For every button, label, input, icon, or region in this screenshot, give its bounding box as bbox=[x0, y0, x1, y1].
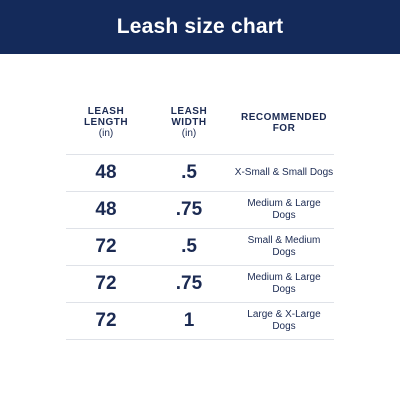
length-cell: 72 bbox=[95, 310, 117, 331]
header-banner: Leash size chart bbox=[0, 0, 400, 54]
table-row: 72 1 Large & X-Large Dogs bbox=[66, 302, 334, 340]
recommended-cell: Large & X-Large Dogs bbox=[247, 309, 321, 332]
recommended-cell: Medium & Large Dogs bbox=[247, 198, 321, 221]
table-row: 48 .5 X-Small & Small Dogs bbox=[66, 154, 334, 191]
column-header-recommended: RECOMMENDED FOR bbox=[240, 112, 328, 134]
length-cell: 72 bbox=[95, 273, 117, 294]
width-cell: .5 bbox=[181, 162, 197, 183]
column-header-length: LEASH LENGTH (in) bbox=[83, 106, 129, 139]
page-title: Leash size chart bbox=[116, 15, 284, 38]
width-cell: .75 bbox=[175, 199, 203, 220]
recommended-cell: Medium & Large Dogs bbox=[247, 272, 321, 295]
size-table: LEASH LENGTH (in) LEASH WIDTH (in) RECOM… bbox=[66, 106, 334, 340]
table-row: 72 .5 Small & Medium Dogs bbox=[66, 228, 334, 265]
width-cell: .75 bbox=[175, 273, 203, 294]
length-cell: 72 bbox=[95, 236, 117, 257]
recommended-cell: Small & Medium Dogs bbox=[247, 235, 321, 258]
table-header-row: LEASH LENGTH (in) LEASH WIDTH (in) RECOM… bbox=[66, 106, 334, 154]
table-row: 72 .75 Medium & Large Dogs bbox=[66, 265, 334, 302]
recommended-cell: X-Small & Small Dogs bbox=[234, 167, 334, 178]
length-cell: 48 bbox=[95, 162, 117, 183]
column-header-width: LEASH WIDTH (in) bbox=[170, 106, 208, 139]
width-cell: 1 bbox=[183, 310, 195, 331]
table-row: 48 .75 Medium & Large Dogs bbox=[66, 191, 334, 228]
width-cell: .5 bbox=[181, 236, 197, 257]
length-cell: 48 bbox=[95, 199, 117, 220]
